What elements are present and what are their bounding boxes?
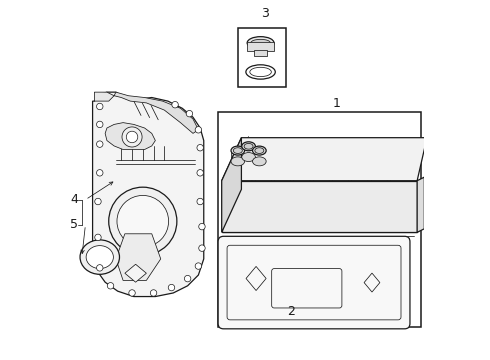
Circle shape	[197, 198, 203, 205]
Circle shape	[97, 121, 103, 128]
Bar	[238, 28, 286, 87]
Polygon shape	[93, 92, 204, 297]
Circle shape	[117, 195, 169, 247]
Polygon shape	[364, 273, 380, 292]
Polygon shape	[221, 181, 417, 232]
Polygon shape	[417, 177, 424, 232]
Circle shape	[168, 284, 175, 291]
Text: 2: 2	[287, 305, 295, 318]
Ellipse shape	[251, 39, 270, 46]
Bar	[247, 42, 274, 51]
Ellipse shape	[252, 157, 266, 166]
Ellipse shape	[242, 142, 255, 151]
Text: 5: 5	[70, 218, 78, 231]
Circle shape	[184, 275, 191, 282]
Circle shape	[129, 290, 135, 296]
Bar	[218, 112, 421, 327]
Ellipse shape	[250, 67, 271, 77]
Circle shape	[95, 198, 101, 205]
Polygon shape	[246, 266, 266, 291]
Polygon shape	[221, 138, 427, 181]
Circle shape	[195, 127, 201, 133]
Circle shape	[172, 102, 178, 108]
Ellipse shape	[246, 65, 275, 79]
Circle shape	[197, 144, 203, 151]
Bar	[254, 50, 267, 56]
Ellipse shape	[231, 157, 245, 166]
Circle shape	[186, 111, 193, 117]
Ellipse shape	[255, 148, 264, 153]
Polygon shape	[105, 123, 155, 149]
Ellipse shape	[247, 37, 274, 49]
Polygon shape	[116, 234, 161, 280]
FancyBboxPatch shape	[218, 236, 410, 329]
Circle shape	[107, 283, 114, 289]
FancyBboxPatch shape	[271, 269, 342, 308]
Ellipse shape	[244, 143, 253, 149]
Circle shape	[150, 290, 157, 296]
Circle shape	[109, 187, 177, 255]
Ellipse shape	[80, 240, 120, 274]
Polygon shape	[114, 92, 198, 134]
Ellipse shape	[231, 146, 245, 155]
Text: 3: 3	[261, 8, 269, 21]
Ellipse shape	[233, 148, 243, 153]
FancyBboxPatch shape	[227, 245, 401, 320]
Circle shape	[97, 265, 103, 271]
Ellipse shape	[252, 146, 266, 155]
Polygon shape	[95, 92, 114, 101]
Circle shape	[195, 263, 201, 269]
Circle shape	[97, 141, 103, 147]
Ellipse shape	[242, 153, 255, 162]
Circle shape	[95, 234, 101, 240]
Circle shape	[97, 103, 103, 110]
Circle shape	[135, 253, 151, 269]
Circle shape	[197, 170, 203, 176]
Ellipse shape	[86, 246, 113, 269]
Text: 1: 1	[333, 97, 341, 110]
Text: 4: 4	[71, 193, 78, 206]
Circle shape	[199, 224, 205, 230]
Polygon shape	[221, 138, 242, 232]
Circle shape	[97, 170, 103, 176]
Circle shape	[130, 248, 155, 273]
Circle shape	[126, 131, 138, 143]
Circle shape	[122, 127, 142, 147]
Polygon shape	[125, 264, 147, 282]
Circle shape	[199, 245, 205, 251]
